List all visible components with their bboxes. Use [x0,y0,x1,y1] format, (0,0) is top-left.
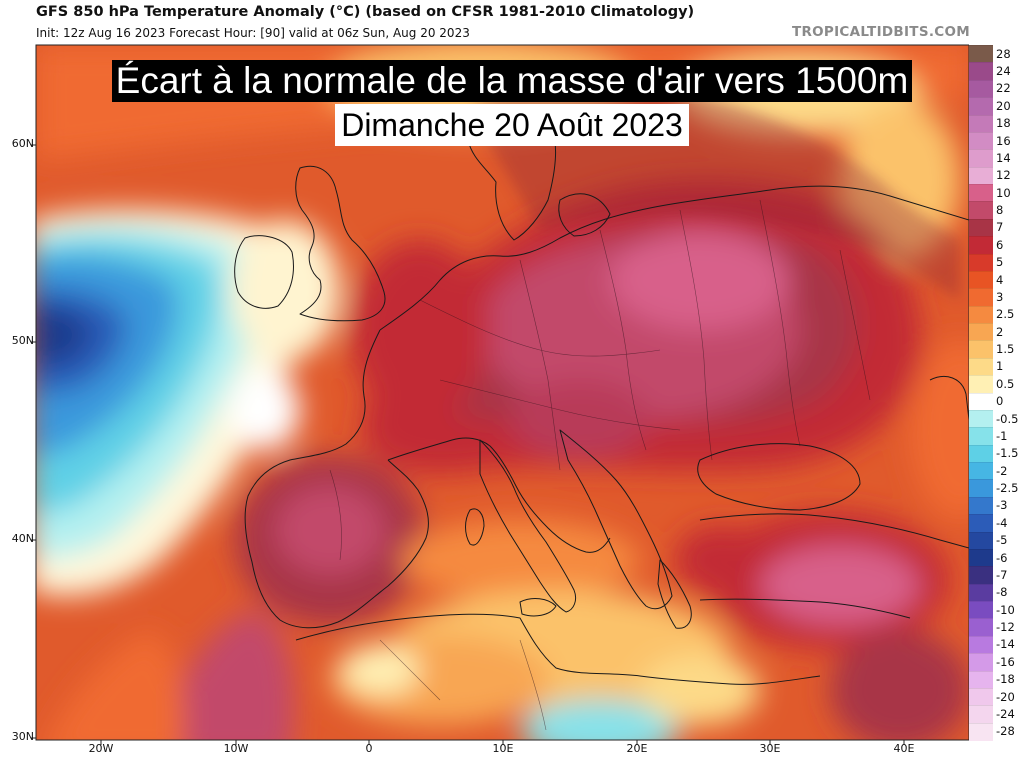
colorbar-swatch [969,409,993,428]
colorbar-swatch [969,97,993,116]
colorbar-swatch [969,236,993,255]
colorbar-label: -7 [996,567,1008,582]
colorbar-label: -10 [996,602,1015,617]
colorbar-swatch [969,618,993,637]
colorbar-label: -1.5 [996,446,1019,461]
colorbar-swatch [969,114,993,133]
colorbar-label: -16 [996,654,1015,669]
colorbar-swatch [969,548,993,567]
colorbar-label: -28 [996,724,1015,739]
colorbar-swatch [969,45,993,63]
colorbar-label: 3 [996,289,1004,304]
axis-ticks [31,144,905,745]
anomaly-map [31,44,969,745]
colorbar-swatch [969,357,993,376]
colorbar-swatch [969,201,993,220]
colorbar-label: -8 [996,585,1008,600]
colorbar-label: 18 [996,116,1011,131]
lon-label-10e: 10E [492,742,514,755]
colorbar-swatch [969,462,993,480]
colorbar-label: 16 [996,133,1011,148]
colorbar-swatch [969,705,993,724]
lat-label-50n: 50N [11,334,34,347]
colorbar-swatch [969,218,993,237]
colorbar-swatch [969,270,993,289]
lon-label-10w: 10W [223,742,249,755]
colorbar-label: -3 [996,498,1008,513]
colorbar-swatch [969,496,993,515]
colorbar-swatch [969,601,993,619]
colorbar-swatch [969,62,993,81]
lon-label-40e: 40E [893,742,915,755]
colorbar-label: -1 [996,428,1008,443]
colorbar-label: 20 [996,98,1011,113]
colorbar-swatch [969,566,993,585]
colorbar-label: 1.5 [996,342,1015,357]
colorbar-label: 22 [996,81,1011,96]
colorbar-label: 8 [996,203,1004,218]
lon-label-0: 0 [365,742,373,755]
colorbar-label: 7 [996,220,1004,235]
colorbar-swatch [969,722,993,741]
map-subtitle: Init: 12z Aug 16 2023 Forecast Hour: [90… [36,26,470,40]
colorbar-label: -24 [996,706,1015,721]
colorbar-swatch [969,583,993,602]
colorbar-swatch [969,288,993,307]
colorbar-swatch [969,670,993,689]
colorbar-label: 24 [996,64,1011,79]
colorbar-label: 0.5 [996,376,1015,391]
colorbar-swatch [969,340,993,359]
colorbar-label: 10 [996,185,1011,200]
brand-watermark: TROPICALTIDBITS.COM [791,24,970,40]
colorbar-swatch [969,531,993,550]
colorbar-label: 2.5 [996,307,1015,322]
colorbar-swatch [969,149,993,168]
country-borders [329,199,871,731]
colorbar-label: -20 [996,689,1015,704]
colorbar-swatch [969,305,993,324]
colorbar-label: 12 [996,168,1011,183]
colorbar-swatch [969,479,993,498]
colorbar-label: -14 [996,637,1015,652]
coastlines [234,113,969,685]
lat-label-40n: 40N [11,532,34,545]
colorbar-label: -0.5 [996,411,1019,426]
colorbar-swatch [969,79,993,98]
lon-label-30e: 30E [759,742,781,755]
colorbar-label: 0 [996,394,1004,409]
colorbar-label: -2.5 [996,481,1019,496]
colorbar-label: -2 [996,463,1008,478]
colorbar-label: -12 [996,620,1015,635]
lat-label-60n: 60N [11,137,34,150]
colorbar-swatch [969,184,993,202]
colorbar-label: 6 [996,237,1004,252]
colorbar-swatch [969,166,993,185]
colorbar-swatch [969,444,993,463]
colorbar-legend: 28 24 22 20 18 16 14 12 10 8 7 6 5 4 3 2.5 2 1.5 1 0.5 0 -0.5… [969,45,1024,741]
colorbar-swatch [969,392,993,411]
colorbar-swatch [969,687,993,706]
colorbar-label: 5 [996,255,1004,270]
colorbar-swatch [969,635,993,654]
colorbar-label: 4 [996,272,1004,287]
colorbar-swatch [969,427,993,446]
lon-label-20w: 20W [88,742,114,755]
colorbar-label: -4 [996,515,1008,530]
colorbar-label: -18 [996,672,1015,687]
lon-label-20e: 20E [626,742,648,755]
colorbar-label: 2 [996,324,1004,339]
colorbar-label: 1 [996,359,1004,374]
colorbar-swatch [969,375,993,394]
colorbar-label: -5 [996,533,1008,548]
map-title: GFS 850 hPa Temperature Anomaly (°C) (ba… [36,4,695,20]
colorbar-swatch [969,653,993,672]
colorbar-swatch [969,131,993,150]
colorbar-label: -6 [996,550,1008,565]
lat-label-30n: 30N [11,730,34,743]
colorbar-label: 28 [996,46,1011,61]
colorbar-swatch [969,253,993,272]
colorbar-swatch [969,323,993,341]
colorbar-label: 14 [996,150,1011,165]
colorbar-swatch [969,514,993,533]
